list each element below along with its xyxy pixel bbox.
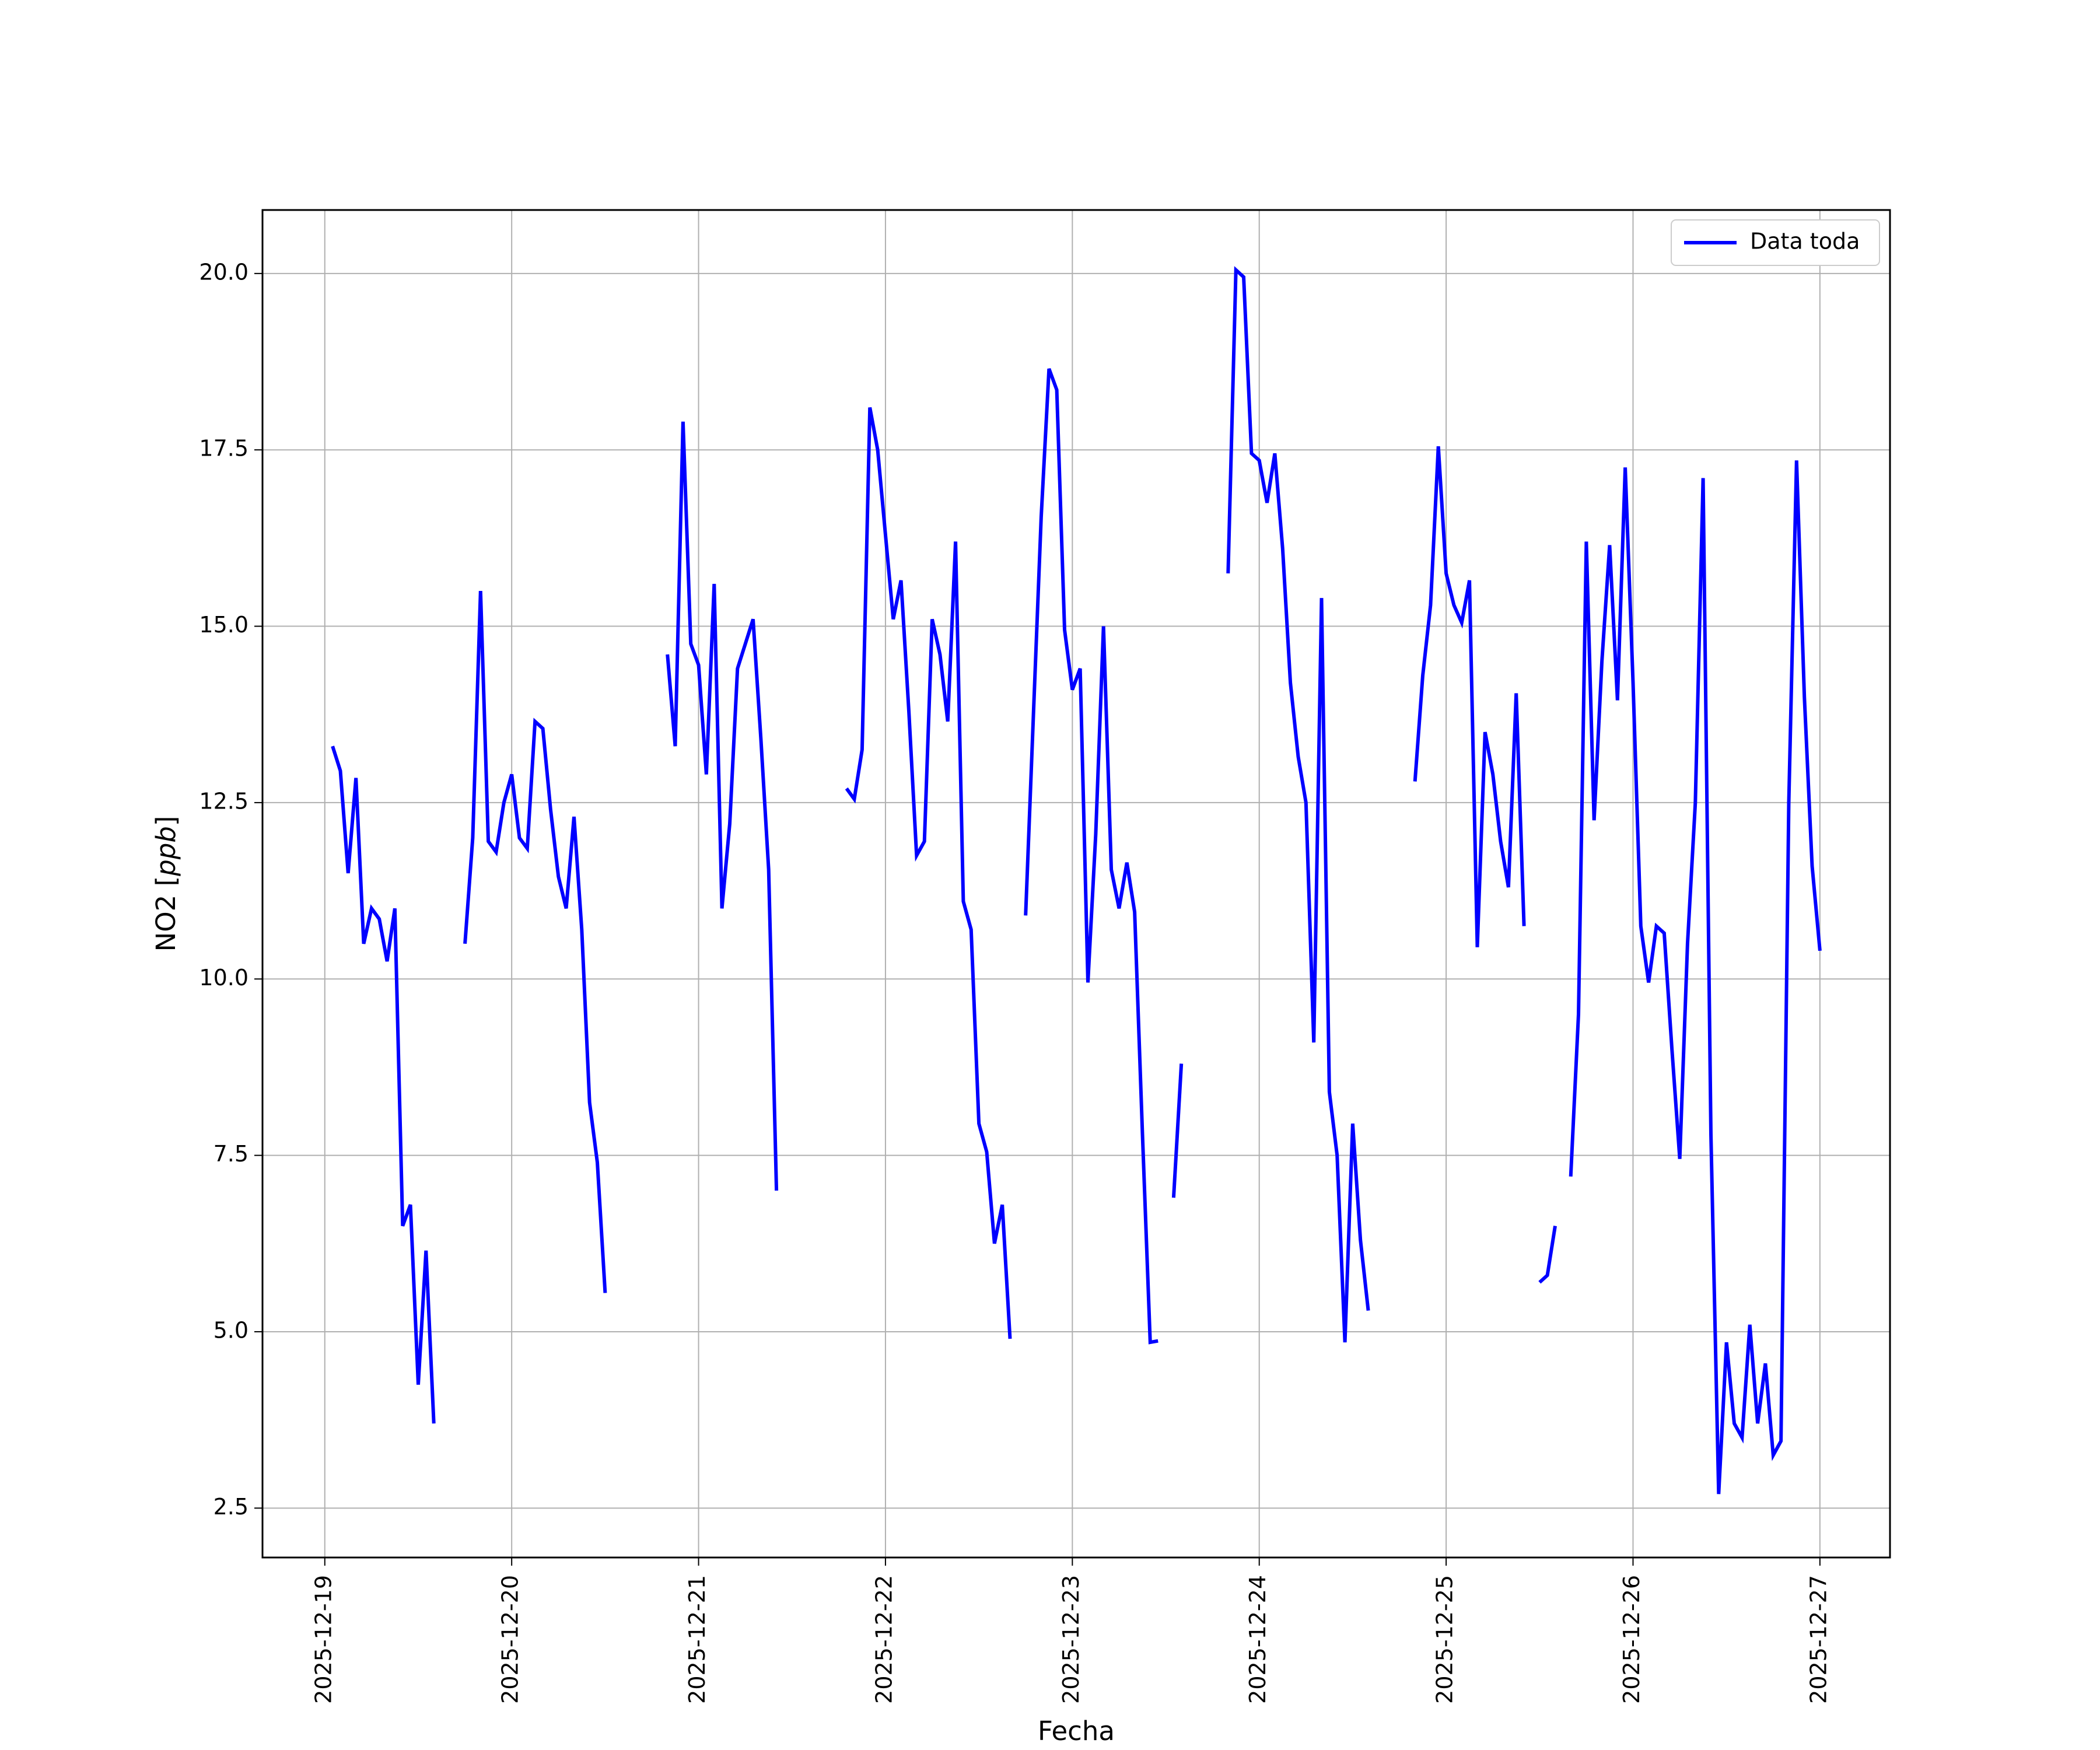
x-tick-label: 2025-12-22 xyxy=(871,1575,897,1704)
legend-box xyxy=(1671,219,1880,266)
x-tick-label: 2025-12-20 xyxy=(498,1575,523,1704)
series-lines xyxy=(331,266,1822,1494)
x-tick-label: 2025-12-19 xyxy=(310,1575,336,1704)
y-axis-label: NO2 [ppb] xyxy=(150,816,181,952)
series-segment xyxy=(1171,1063,1184,1198)
y-tick-label: 2.5 xyxy=(214,1494,249,1520)
y-tick-label: 12.5 xyxy=(199,788,249,814)
series-segment xyxy=(1538,1226,1557,1284)
grid-lines xyxy=(262,210,1890,1558)
series-segment xyxy=(1413,446,1526,947)
series-segment xyxy=(666,421,779,1191)
plot-frame xyxy=(261,209,1891,1559)
x-tick-label: 2025-12-25 xyxy=(1432,1575,1458,1704)
y-tick-label: 10.0 xyxy=(199,965,249,991)
series-segment xyxy=(1024,368,1158,1345)
series-segment xyxy=(1226,266,1370,1343)
x-tick-label: 2025-12-21 xyxy=(684,1575,710,1704)
legend-label: Data toda xyxy=(1750,229,1860,254)
x-tick-label: 2025-12-27 xyxy=(1805,1575,1831,1704)
legend: Data toda xyxy=(1671,219,1880,266)
x-axis-ticks: 2025-12-19 2025-12-20 2025-12-21 2025-12-22… xyxy=(310,1558,1831,1704)
x-axis-label: Fecha xyxy=(1038,1716,1115,1746)
y-tick-label: 5.0 xyxy=(214,1317,249,1343)
x-tick-label: 2025-12-23 xyxy=(1058,1575,1084,1704)
series-segment xyxy=(845,407,1012,1339)
series-segment xyxy=(1569,460,1822,1494)
y-tick-label: 17.5 xyxy=(199,436,249,461)
x-tick-label: 2025-12-26 xyxy=(1619,1575,1644,1704)
y-tick-label: 20.0 xyxy=(199,259,249,285)
x-tick-label: 2025-12-24 xyxy=(1245,1575,1270,1704)
y-tick-label: 7.5 xyxy=(214,1141,249,1167)
series-segment xyxy=(463,591,607,1293)
y-axis-ticks: 2.5 5.0 7.5 10.0 12.5 15.0 17.5 20.0 xyxy=(199,259,262,1520)
series-segment xyxy=(331,746,436,1424)
y-tick-label: 15.0 xyxy=(199,612,249,638)
